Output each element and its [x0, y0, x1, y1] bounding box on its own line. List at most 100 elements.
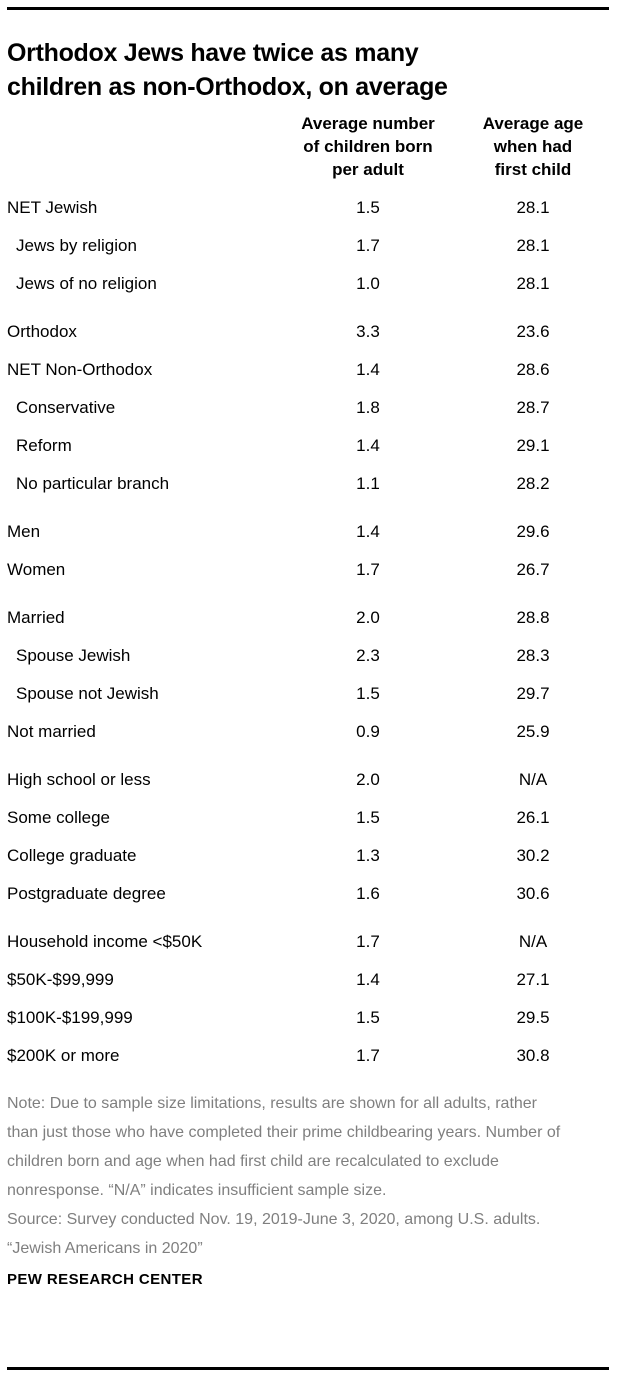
row-children-value: 1.8	[356, 398, 380, 417]
row-age-value: 25.9	[516, 722, 550, 741]
table-row: Jews by religion 1.7 28.1	[7, 227, 613, 265]
table-row: Men 1.4 29.6	[7, 513, 613, 551]
table-row: Not married 0.9 25.9	[7, 713, 613, 751]
table-row: Household income <$50K 1.7 N/A	[7, 923, 613, 961]
row-label: Men	[7, 522, 41, 541]
bottom-rule	[7, 1367, 609, 1370]
row-children-value: 1.7	[356, 560, 380, 579]
table-row: Married 2.0 28.8	[7, 599, 613, 637]
row-children-value: 1.5	[356, 1008, 380, 1027]
table-row: Reform 1.4 29.1	[7, 427, 613, 465]
row-label: $200K or more	[7, 1046, 120, 1065]
row-age-value: 29.5	[516, 1008, 550, 1027]
row-label: Not married	[7, 722, 96, 741]
row-age-value: N/A	[518, 932, 548, 951]
row-age-value: 30.6	[516, 884, 550, 903]
table-row: No particular branch 1.1 28.2	[7, 465, 613, 503]
note-text: Note: Due to sample size limitations, re…	[7, 1095, 561, 1199]
row-age-value: 30.8	[516, 1046, 550, 1065]
table-row: Orthodox 3.3 23.6	[7, 313, 613, 351]
table-row: $200K or more 1.7 30.8	[7, 1037, 613, 1075]
table-row: Postgraduate degree 1.6 30.6	[7, 875, 613, 913]
table-row: College graduate 1.3 30.2	[7, 837, 613, 875]
row-children-value: 0.9	[356, 722, 380, 741]
row-age-value: 26.1	[516, 808, 550, 827]
row-label: Household income <$50K	[7, 932, 203, 951]
table-row: High school or less 2.0 N/A	[7, 761, 613, 799]
column-header-avg-children: Average number of children born per adul…	[301, 114, 435, 179]
row-children-value: 1.4	[356, 970, 380, 989]
row-label: Married	[7, 608, 65, 627]
row-children-value: 1.5	[356, 198, 380, 217]
table-row: $100K-$199,999 1.5 29.5	[7, 999, 613, 1037]
row-children-value: 1.3	[356, 846, 380, 865]
row-label: Jews by religion	[16, 236, 137, 255]
row-label: Some college	[7, 808, 111, 827]
row-label: Conservative	[16, 398, 116, 417]
row-children-value: 2.3	[356, 646, 380, 665]
row-children-value: 1.7	[356, 1046, 380, 1065]
row-age-value: 28.6	[516, 360, 550, 379]
row-children-value: 1.0	[356, 274, 380, 293]
table-row: Women 1.7 26.7	[7, 551, 613, 589]
row-label: College graduate	[7, 846, 137, 865]
notes-block: Note: Due to sample size limitations, re…	[7, 1089, 565, 1263]
row-age-value: 27.1	[516, 970, 550, 989]
row-children-value: 2.0	[356, 608, 380, 627]
pew-research-center-wordmark: PEW RESEARCH CENTER	[7, 1271, 203, 1288]
pew-chart-card: Orthodox Jews have twice as many childre…	[0, 7, 620, 1288]
row-children-value: 1.6	[356, 884, 380, 903]
row-children-value: 3.3	[356, 322, 380, 341]
table-row: Some college 1.5 26.1	[7, 799, 613, 837]
row-children-value: 1.5	[356, 684, 380, 703]
table-row: Spouse not Jewish 1.5 29.7	[7, 675, 613, 713]
row-age-value: 28.8	[516, 608, 550, 627]
source-text: Source: Survey conducted Nov. 19, 2019-J…	[7, 1211, 541, 1228]
table-row: $50K-$99,999 1.4 27.1	[7, 961, 613, 999]
row-label: $50K-$99,999	[7, 970, 114, 989]
table-row: Conservative 1.8 28.7	[7, 389, 613, 427]
row-label: No particular branch	[16, 474, 170, 493]
row-label: $100K-$199,999	[7, 1008, 133, 1027]
row-age-value: 30.2	[516, 846, 550, 865]
row-children-value: 1.7	[356, 932, 380, 951]
table-row: Spouse Jewish 2.3 28.3	[7, 637, 613, 675]
row-children-value: 1.4	[356, 522, 380, 541]
column-header-avg-age: Average age when had first child	[482, 114, 584, 179]
row-label: Women	[7, 560, 66, 579]
row-age-value: 28.1	[516, 198, 550, 217]
row-label: NET Non-Orthodox	[7, 360, 153, 379]
row-age-value: 28.2	[516, 474, 550, 493]
row-age-value: 29.1	[516, 436, 550, 455]
row-age-value: 28.3	[516, 646, 550, 665]
row-age-value: 28.1	[516, 236, 550, 255]
row-children-value: 1.4	[356, 360, 380, 379]
row-label: Reform	[16, 436, 72, 455]
row-children-value: 1.4	[356, 436, 380, 455]
row-children-value: 1.5	[356, 808, 380, 827]
row-age-value: 28.7	[516, 398, 550, 417]
row-label: Spouse not Jewish	[16, 684, 159, 703]
row-children-value: 1.7	[356, 236, 380, 255]
row-age-value: 23.6	[516, 322, 550, 341]
row-label: NET Jewish	[7, 198, 98, 217]
row-age-value: N/A	[518, 770, 548, 789]
table-row: NET Non-Orthodox 1.4 28.6	[7, 351, 613, 389]
table-row: Jews of no religion 1.0 28.1	[7, 265, 613, 303]
table-body: NET Jewish 1.5 28.1 Jews by religion 1.7…	[7, 189, 613, 1075]
row-age-value: 29.6	[516, 522, 550, 541]
row-children-value: 2.0	[356, 770, 380, 789]
row-age-value: 26.7	[516, 560, 550, 579]
citation-text: “Jewish Americans in 2020”	[7, 1240, 203, 1257]
top-rule	[7, 7, 609, 10]
table-row: NET Jewish 1.5 28.1	[7, 189, 613, 227]
row-label: High school or less	[7, 770, 151, 789]
chart-title: Orthodox Jews have twice as many childre…	[7, 39, 448, 101]
row-label: Orthodox	[7, 322, 77, 341]
row-label: Spouse Jewish	[16, 646, 131, 665]
row-label: Postgraduate degree	[7, 884, 166, 903]
table-header-row: Average number of children born per adul…	[7, 112, 613, 181]
row-children-value: 1.1	[356, 474, 380, 493]
row-age-value: 28.1	[516, 274, 550, 293]
row-age-value: 29.7	[516, 684, 550, 703]
